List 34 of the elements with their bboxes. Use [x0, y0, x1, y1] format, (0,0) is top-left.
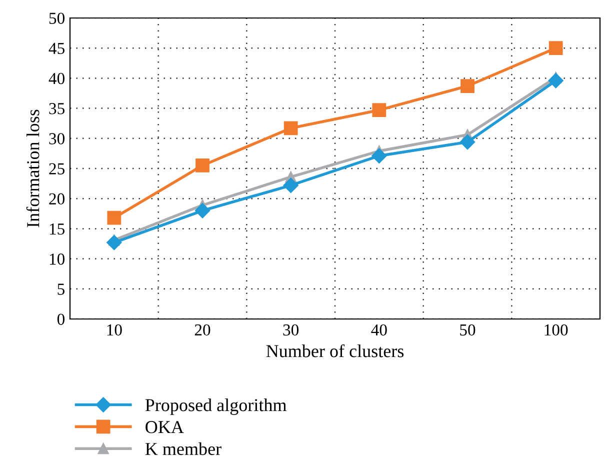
point — [460, 79, 474, 93]
x-tick-label: 30 — [283, 324, 299, 336]
y-tick-label: 45 — [48, 42, 64, 54]
point — [106, 234, 122, 250]
point — [372, 103, 386, 118]
y-tick-label: 0 — [57, 314, 65, 325]
y-tick-label: 25 — [49, 163, 64, 174]
x-tick-label: 40 — [371, 324, 387, 336]
y-axis-title: Information loss — [26, 110, 40, 228]
legend-label: OKA — [146, 421, 184, 434]
x-tick-label: 10 — [107, 324, 122, 336]
point — [548, 73, 564, 88]
y-tick-label: 10 — [50, 254, 65, 265]
point — [107, 210, 122, 225]
point — [284, 121, 298, 136]
point — [194, 203, 210, 218]
y-tick-label: 30 — [49, 133, 65, 144]
point — [196, 158, 210, 172]
point — [372, 148, 387, 164]
y-tick-label: 15 — [50, 223, 64, 235]
point — [283, 178, 298, 193]
y-tick-label: 20 — [49, 193, 65, 205]
point — [548, 41, 563, 56]
legend-label: K member — [145, 442, 222, 456]
x-axis-title: Number of clusters — [266, 344, 404, 358]
y-tick-label: 40 — [48, 72, 65, 84]
legend-label: Proposed algorithm — [145, 398, 286, 415]
x-tick-label: 50 — [460, 324, 476, 336]
y-tick-label: 35 — [49, 103, 64, 114]
y-tick-label: 5 — [58, 284, 64, 295]
x-tick-label: 20 — [194, 324, 210, 336]
y-tick-label: 50 — [49, 12, 65, 24]
x-tick-label: 100 — [544, 324, 568, 336]
point — [460, 134, 476, 150]
